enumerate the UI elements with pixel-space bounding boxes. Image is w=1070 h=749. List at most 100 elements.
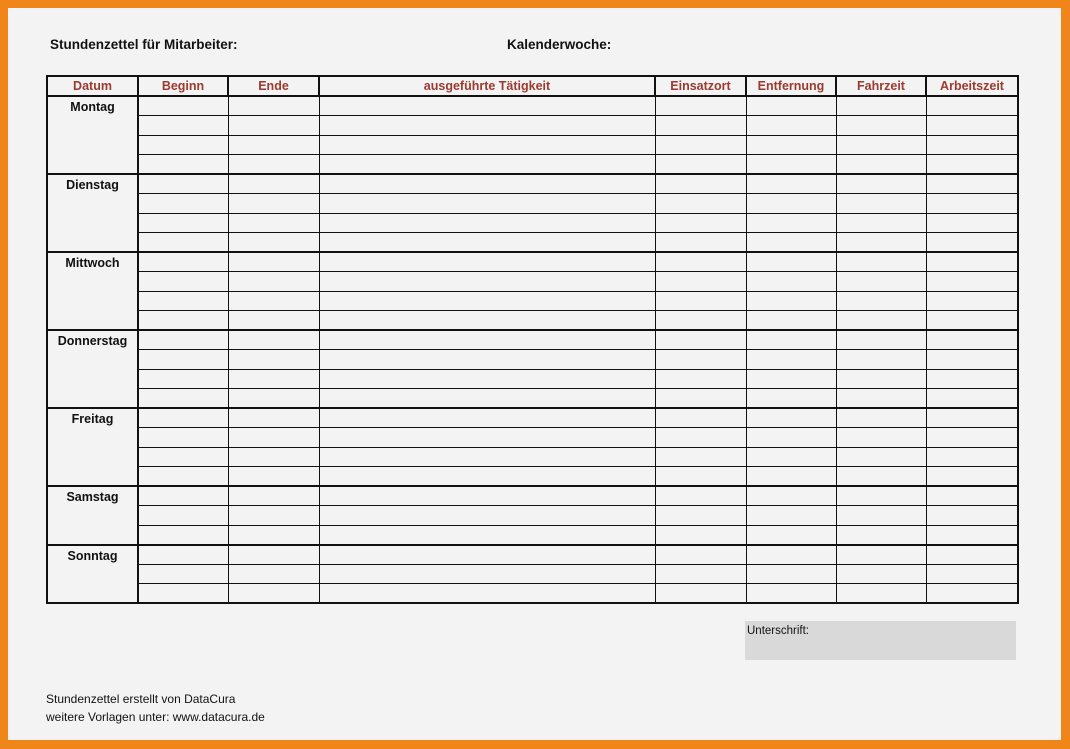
entry-cell[interactable]	[137, 154, 229, 175]
entry-cell[interactable]	[654, 349, 747, 370]
entry-cell[interactable]	[745, 427, 837, 448]
entry-cell[interactable]	[835, 290, 927, 311]
entry-cell[interactable]	[227, 154, 320, 175]
entry-cell[interactable]	[318, 290, 656, 311]
entry-cell[interactable]	[925, 154, 1019, 175]
entry-cell[interactable]	[654, 232, 747, 253]
entry-cell[interactable]	[925, 388, 1019, 409]
entry-cell[interactable]	[137, 583, 229, 604]
entry-cell[interactable]	[835, 563, 927, 584]
entry-cell[interactable]	[835, 446, 927, 467]
entry-cell[interactable]	[835, 271, 927, 292]
entry-cell[interactable]	[227, 485, 320, 506]
entry-cell[interactable]	[318, 505, 656, 526]
entry-cell[interactable]	[137, 466, 229, 487]
signature-field[interactable]: Unterschrift:	[745, 621, 1016, 660]
entry-cell[interactable]	[745, 310, 837, 331]
entry-cell[interactable]	[745, 466, 837, 487]
entry-cell[interactable]	[318, 154, 656, 175]
entry-cell[interactable]	[745, 193, 837, 214]
entry-cell[interactable]	[745, 388, 837, 409]
entry-cell[interactable]	[137, 193, 229, 214]
entry-cell[interactable]	[227, 134, 320, 155]
entry-cell[interactable]	[835, 212, 927, 233]
entry-cell[interactable]	[318, 485, 656, 506]
entry-cell[interactable]	[835, 173, 927, 194]
entry-cell[interactable]	[745, 271, 837, 292]
entry-cell[interactable]	[745, 583, 837, 604]
entry-cell[interactable]	[227, 193, 320, 214]
entry-cell[interactable]	[137, 212, 229, 233]
entry-cell[interactable]	[835, 505, 927, 526]
entry-cell[interactable]	[654, 193, 747, 214]
entry-cell[interactable]	[227, 466, 320, 487]
entry-cell[interactable]	[925, 251, 1019, 272]
entry-cell[interactable]	[835, 251, 927, 272]
entry-cell[interactable]	[745, 290, 837, 311]
entry-cell[interactable]	[925, 446, 1019, 467]
entry-cell[interactable]	[227, 446, 320, 467]
entry-cell[interactable]	[654, 505, 747, 526]
entry-cell[interactable]	[925, 485, 1019, 506]
entry-cell[interactable]	[227, 310, 320, 331]
entry-cell[interactable]	[835, 115, 927, 136]
entry-cell[interactable]	[318, 329, 656, 350]
entry-cell[interactable]	[227, 505, 320, 526]
entry-cell[interactable]	[654, 446, 747, 467]
entry-cell[interactable]	[654, 388, 747, 409]
entry-cell[interactable]	[227, 583, 320, 604]
entry-cell[interactable]	[745, 115, 837, 136]
entry-cell[interactable]	[318, 388, 656, 409]
entry-cell[interactable]	[318, 271, 656, 292]
entry-cell[interactable]	[227, 95, 320, 116]
entry-cell[interactable]	[654, 563, 747, 584]
entry-cell[interactable]	[835, 524, 927, 545]
entry-cell[interactable]	[745, 173, 837, 194]
entry-cell[interactable]	[318, 446, 656, 467]
entry-cell[interactable]	[835, 193, 927, 214]
entry-cell[interactable]	[835, 310, 927, 331]
entry-cell[interactable]	[318, 524, 656, 545]
entry-cell[interactable]	[227, 563, 320, 584]
entry-cell[interactable]	[745, 407, 837, 428]
entry-cell[interactable]	[745, 563, 837, 584]
entry-cell[interactable]	[137, 95, 229, 116]
entry-cell[interactable]	[835, 95, 927, 116]
entry-cell[interactable]	[227, 388, 320, 409]
entry-cell[interactable]	[318, 193, 656, 214]
entry-cell[interactable]	[227, 212, 320, 233]
entry-cell[interactable]	[745, 505, 837, 526]
entry-cell[interactable]	[137, 173, 229, 194]
entry-cell[interactable]	[925, 543, 1019, 565]
entry-cell[interactable]	[227, 368, 320, 389]
entry-cell[interactable]	[925, 310, 1019, 331]
entry-cell[interactable]	[925, 368, 1019, 389]
entry-cell[interactable]	[835, 543, 927, 565]
entry-cell[interactable]	[925, 232, 1019, 253]
entry-cell[interactable]	[318, 232, 656, 253]
entry-cell[interactable]	[925, 290, 1019, 311]
entry-cell[interactable]	[835, 466, 927, 487]
entry-cell[interactable]	[835, 583, 927, 604]
entry-cell[interactable]	[925, 271, 1019, 292]
entry-cell[interactable]	[654, 485, 747, 506]
entry-cell[interactable]	[137, 563, 229, 584]
entry-cell[interactable]	[745, 524, 837, 545]
entry-cell[interactable]	[227, 427, 320, 448]
entry-cell[interactable]	[318, 95, 656, 116]
entry-cell[interactable]	[654, 407, 747, 428]
entry-cell[interactable]	[654, 290, 747, 311]
entry-cell[interactable]	[318, 563, 656, 584]
entry-cell[interactable]	[745, 485, 837, 506]
entry-cell[interactable]	[654, 115, 747, 136]
entry-cell[interactable]	[137, 427, 229, 448]
entry-cell[interactable]	[745, 251, 837, 272]
entry-cell[interactable]	[137, 543, 229, 565]
entry-cell[interactable]	[137, 368, 229, 389]
entry-cell[interactable]	[835, 368, 927, 389]
entry-cell[interactable]	[318, 427, 656, 448]
entry-cell[interactable]	[654, 466, 747, 487]
entry-cell[interactable]	[925, 524, 1019, 545]
entry-cell[interactable]	[925, 173, 1019, 194]
entry-cell[interactable]	[318, 251, 656, 272]
